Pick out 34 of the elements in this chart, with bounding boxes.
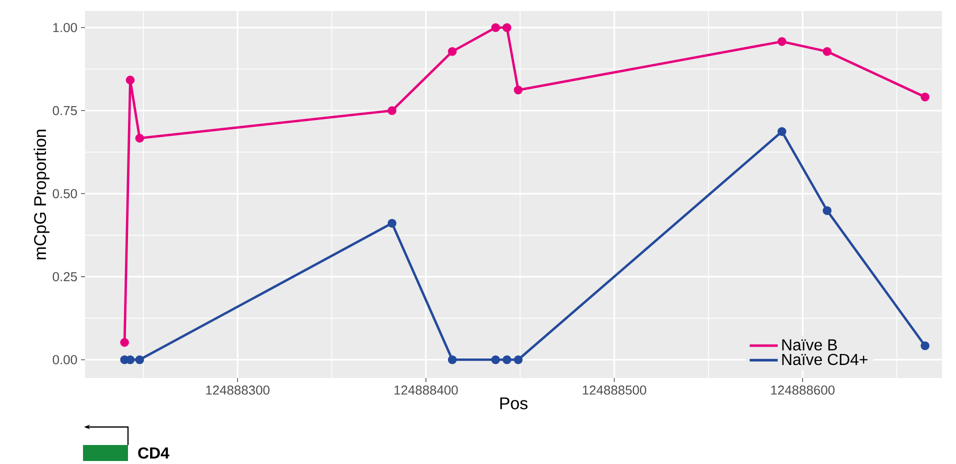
point: [448, 355, 457, 364]
x-tick-label: 124888300: [206, 386, 270, 395]
point: [448, 47, 457, 56]
y-tick-label: 0.50: [52, 189, 77, 198]
x-tick-label: 124888400: [394, 386, 458, 395]
y-tick-label: 1.00: [53, 23, 77, 32]
text: CD4: [138, 447, 170, 459]
point: [920, 341, 930, 350]
y-axis-title: mCpG Proportion: [34, 130, 50, 260]
legend-label: Naïve CD4+: [782, 354, 868, 366]
y-tick-label: 0.00: [52, 355, 77, 364]
point: [920, 92, 930, 102]
y-tick-label: 0.75: [52, 106, 77, 116]
y-tick-label: 0.25: [52, 272, 77, 282]
point: [388, 218, 396, 228]
point: [778, 37, 786, 46]
point: [491, 355, 500, 364]
x-tick-label: 124888600: [771, 386, 835, 395]
x-tick-label: 124888500: [582, 386, 646, 395]
point: [135, 134, 144, 143]
point: [388, 106, 396, 116]
point: [822, 206, 832, 215]
point: [491, 23, 500, 32]
point: [778, 127, 786, 136]
point: [822, 47, 832, 56]
point: [502, 23, 512, 32]
point: [120, 338, 129, 347]
point: [126, 76, 135, 84]
point: [514, 86, 523, 94]
point: [514, 355, 523, 364]
legend-label: Naïve B: [782, 339, 837, 351]
point: [502, 355, 512, 364]
point: [135, 355, 144, 364]
x-axis-title: Pos: [500, 398, 528, 410]
